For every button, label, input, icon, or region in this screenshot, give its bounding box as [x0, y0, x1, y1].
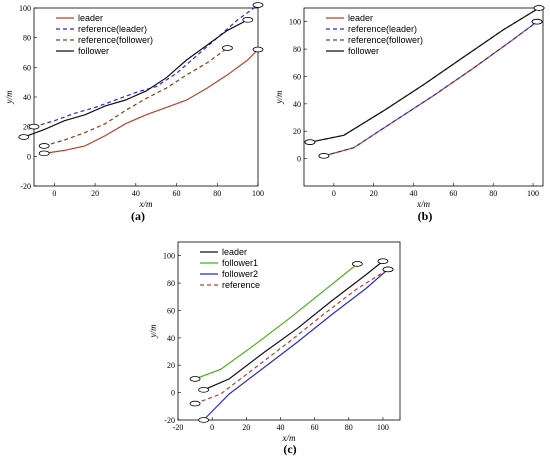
- x-axis-label: x/m: [139, 199, 153, 209]
- x-tick-label: 40: [132, 189, 140, 198]
- chart-panel-2: 0 20 40 60 80 100020406080100x/my/mleaderrefe…: [274, 5, 545, 223]
- vehicle-end-marker: [382, 266, 394, 273]
- y-tick-label: 100: [19, 4, 31, 13]
- series-line-reference-follower-: [309, 7, 540, 143]
- y-tick-label: 20: [167, 361, 175, 370]
- legend-label: follower1: [222, 258, 258, 268]
- series-line-reference: [194, 268, 389, 405]
- x-tick-label: 60: [311, 423, 319, 432]
- vehicle-start-marker: [38, 143, 50, 149]
- vehicle-end-marker: [252, 46, 264, 53]
- vehicle-start-marker: [28, 123, 40, 130]
- x-tick-label: 0: [332, 189, 336, 198]
- x-tick-label: 0: [52, 189, 56, 198]
- legend-label: reference: [222, 280, 260, 290]
- x-tick-label: 100: [377, 423, 389, 432]
- vehicle-end-marker: [222, 45, 233, 51]
- vehicle-start-marker: [189, 376, 201, 382]
- x-axis-label: x/m: [416, 199, 430, 209]
- y-tick-label: 40: [23, 93, 31, 102]
- series-line-follower: [309, 7, 540, 143]
- legend-label: reference(follower): [78, 35, 153, 45]
- legend-label: reference(leader): [348, 24, 417, 34]
- y-tick-label: -20: [164, 416, 175, 425]
- y-tick-label: 0: [27, 152, 31, 161]
- x-tick-label: -20: [173, 423, 184, 432]
- y-tick-label: 0: [171, 389, 175, 398]
- y-tick-label: 60: [23, 63, 31, 72]
- x-tick-label: 80: [345, 423, 353, 432]
- y-tick-label: 20: [23, 123, 31, 132]
- y-tick-label: 80: [167, 279, 175, 288]
- y-tick-label: 20: [293, 127, 301, 136]
- series-line-reference-follower-: [44, 47, 228, 147]
- x-tick-label: 40: [410, 189, 418, 198]
- vehicle-end-marker: [252, 2, 264, 8]
- x-tick-label: 60: [173, 189, 181, 198]
- legend-label: follower: [78, 46, 109, 56]
- y-tick-label: 60: [293, 72, 301, 81]
- y-tick-label: 80: [293, 45, 301, 54]
- panel-label: (a): [131, 209, 145, 223]
- vehicle-end-marker: [533, 5, 545, 11]
- y-axis-label: y/m: [148, 324, 158, 338]
- vehicle-end-marker: [531, 18, 543, 25]
- y-tick-label: -20: [20, 182, 31, 191]
- y-tick-label: 100: [289, 18, 301, 27]
- vehicle-start-marker: [189, 400, 201, 407]
- y-tick-label: 40: [293, 100, 301, 109]
- vehicle-start-marker: [38, 150, 50, 157]
- vehicle-start-marker: [198, 417, 210, 423]
- plot-frame: [177, 241, 401, 421]
- vehicle-end-marker: [351, 261, 363, 267]
- vehicle-start-marker: [198, 387, 210, 393]
- x-tick-label: 100: [252, 189, 264, 198]
- chart-panel-3: -20 0 20 40 60 80 100 -20 0 20 40 60 80 100 x/m y/m lead…: [148, 241, 401, 456]
- y-axis-label: y/m: [274, 90, 284, 104]
- x-axis-label: x/m: [282, 433, 296, 443]
- x-tick-label: 20: [370, 189, 378, 198]
- plot-frame: [303, 7, 544, 187]
- vehicle-start-marker: [304, 139, 316, 145]
- y-axis-label: y/m: [4, 90, 14, 104]
- y-tick-label: 40: [167, 334, 175, 343]
- x-tick-label: 100: [527, 189, 539, 198]
- y-tick-label: 80: [23, 34, 31, 43]
- panel-label: (c): [283, 442, 296, 456]
- legend-label: follower: [348, 46, 379, 56]
- x-tick-label: 80: [213, 189, 221, 198]
- x-tick-label: 0: [210, 423, 214, 432]
- vehicle-start-marker: [318, 153, 330, 159]
- x-tick-label: 60: [449, 189, 457, 198]
- legend-label: leader: [222, 247, 247, 257]
- series-line-leader: [203, 260, 384, 391]
- legend-label: reference(leader): [78, 24, 147, 34]
- series-line-follower1: [194, 263, 358, 380]
- series-line-leader: [44, 49, 259, 154]
- legend-label: follower2: [222, 269, 258, 279]
- x-tick-label: 20: [91, 189, 99, 198]
- series-line-follower: [23, 19, 249, 138]
- y-tick-label: 60: [167, 306, 175, 315]
- series-line-reference-leader-: [323, 21, 538, 157]
- vehicle-start-marker: [18, 134, 30, 140]
- x-tick-label: 20: [242, 423, 250, 432]
- chart-panel-1: 0 20 40 60 80 100-20020406080100x/my/mleaderr…: [4, 2, 264, 223]
- legend-label: leader: [348, 13, 373, 23]
- legend-label: reference(follower): [348, 35, 423, 45]
- vehicle-end-marker: [377, 258, 389, 264]
- vehicle-end-marker: [242, 17, 254, 23]
- series-line-follower2: [203, 268, 389, 421]
- y-tick-label: 100: [163, 252, 175, 261]
- y-tick-label: 0: [297, 155, 301, 164]
- panel-label: (b): [418, 209, 433, 223]
- x-tick-label: 80: [489, 189, 497, 198]
- legend-label: leader: [78, 13, 103, 23]
- x-tick-label: 40: [276, 423, 284, 432]
